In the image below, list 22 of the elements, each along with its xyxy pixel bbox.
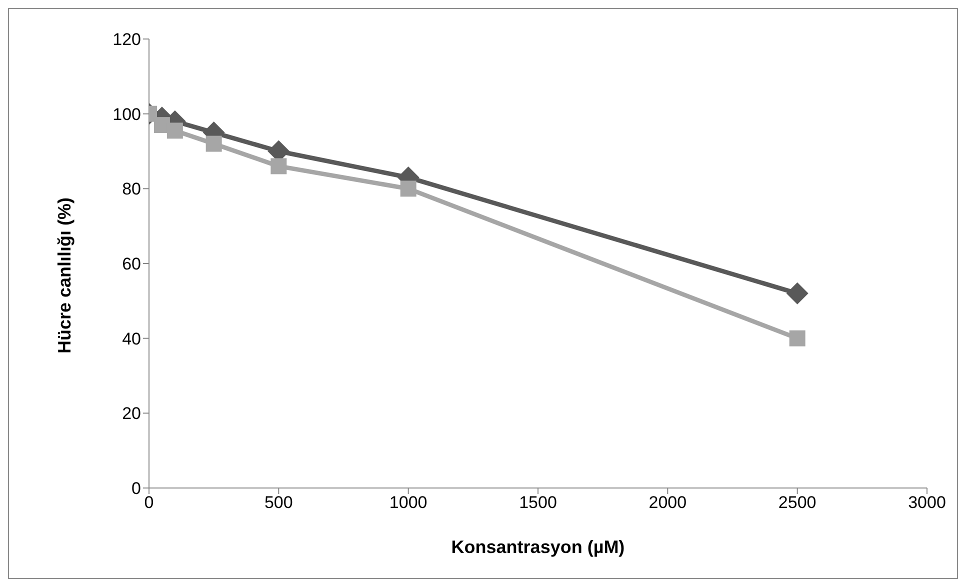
point [166, 122, 183, 139]
x-axis-title: Konsantrasyon (µM) [451, 537, 625, 557]
point [789, 330, 806, 346]
point [400, 180, 416, 197]
y-tick-label: 120 [112, 30, 141, 50]
y-tick-label: 40 [122, 329, 141, 348]
x-tick-label: 1000 [389, 493, 428, 512]
point [786, 282, 808, 304]
y-axis-title: Hücre canlılığı (%) [54, 197, 74, 354]
point [270, 158, 287, 174]
x-tick-label: 2500 [778, 493, 816, 512]
y-tick-label: 20 [122, 404, 141, 424]
point [206, 136, 222, 152]
y-tick-label: 0 [132, 479, 141, 498]
y-tick-label: 80 [122, 180, 141, 199]
x-tick-label: 2000 [648, 493, 687, 512]
x-tick-label: 500 [264, 493, 293, 512]
x-tick-label: 3000 [908, 493, 946, 512]
y-tick-label: 60 [122, 254, 141, 274]
x-tick-label: 1500 [519, 493, 557, 512]
x-tick-label: 0 [144, 493, 154, 512]
y-tick-label: 100 [112, 104, 141, 124]
